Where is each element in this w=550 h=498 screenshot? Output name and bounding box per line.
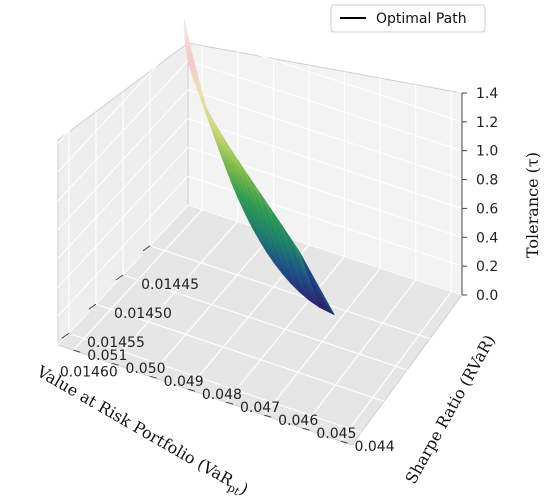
z-tick-label: 0.4 xyxy=(476,230,498,246)
back-wall-gridline-z xyxy=(187,89,463,181)
y-tick-mark xyxy=(187,388,195,392)
floor-gridline-x xyxy=(68,332,362,434)
floor-gridline-x xyxy=(149,245,431,340)
y-tick-mark xyxy=(340,440,348,444)
floor-gridline-y xyxy=(111,220,239,364)
left-wall-gridline-z xyxy=(57,2,189,144)
left-wall-gridline-z xyxy=(57,60,189,202)
z-tick-label: 1.0 xyxy=(476,144,498,160)
back-wall-gridline-z xyxy=(187,175,463,267)
back-wall-gridline-z xyxy=(187,60,463,152)
left-wall-gridline-z xyxy=(57,89,189,230)
y-tick-label: 0.048 xyxy=(202,387,242,403)
left-wall-gridline-z xyxy=(57,175,189,317)
z-axis-ticks: 0.0 0.2 0.4 0.6 0.8 1.0 1.2 1.4 xyxy=(462,86,498,304)
y-tick-label: 0.044 xyxy=(355,439,395,455)
x-tick-label: 0.01445 xyxy=(141,277,199,293)
back-wall-gridline-z xyxy=(187,117,463,209)
x-tick-mark xyxy=(88,303,97,310)
floor-gridline-x xyxy=(122,274,408,371)
z-tick-label: 0.6 xyxy=(476,201,498,217)
back-wall-gridline-z xyxy=(187,204,463,296)
y-tick-mark xyxy=(225,401,234,405)
floor-gridline-y xyxy=(225,256,345,403)
floor-gridline-y xyxy=(301,279,417,429)
y-tick-mark xyxy=(264,414,272,418)
left-wall-gridline-z xyxy=(57,118,189,259)
y-tick-mark xyxy=(111,362,119,366)
left-wall-gridline-z xyxy=(57,31,189,173)
z-tick-label: 0.2 xyxy=(476,259,498,275)
x-tick-label: 0.01455 xyxy=(87,335,145,351)
z-tick-label: 1.2 xyxy=(476,115,498,131)
y-tick-label: 0.049 xyxy=(164,374,204,390)
x-tick-mark xyxy=(61,332,70,339)
y-tick-mark xyxy=(149,375,157,379)
x-tick-mark xyxy=(142,245,151,252)
floor-gridline-x xyxy=(95,303,385,402)
surface-patch xyxy=(184,19,186,28)
legend-label: Optimal Path xyxy=(376,11,467,27)
x-tick-label: 0.01450 xyxy=(114,306,172,322)
floor-gridline-y xyxy=(340,291,452,442)
y-tick-label: 0.045 xyxy=(316,426,356,442)
z-tick-label: 1.4 xyxy=(476,86,498,102)
z-axis-title: Tolerance (τ) xyxy=(523,152,542,258)
gridlines xyxy=(57,2,463,442)
y-tick-label: 0.047 xyxy=(240,400,280,416)
floor-gridline-y xyxy=(72,209,203,351)
y-tick-label: 0.051 xyxy=(87,348,127,364)
x-tick-label: 0.01460 xyxy=(60,364,118,380)
y-tick-mark xyxy=(73,349,81,353)
back-wall-gridline-z xyxy=(187,31,463,123)
floor-gridline-y xyxy=(149,232,274,377)
z-tick-label: 0.8 xyxy=(476,173,498,189)
y-tick-label: 0.046 xyxy=(278,413,318,429)
legend-box xyxy=(330,4,486,33)
tolerance-surface xyxy=(184,19,335,315)
y-tick-label: 0.050 xyxy=(125,361,165,377)
y-tick-mark xyxy=(302,427,310,431)
x-tick-mark xyxy=(115,274,124,281)
x-axis-ticks: 0.01445 0.01450 0.01455 0.01460 xyxy=(60,245,199,380)
legend: Optimal Path xyxy=(330,4,486,33)
back-wall-gridline-z xyxy=(187,2,463,94)
floor-gridline-y xyxy=(263,267,381,416)
left-wall-gridline-z xyxy=(57,146,189,288)
z-tick-label: 0.0 xyxy=(476,288,498,304)
